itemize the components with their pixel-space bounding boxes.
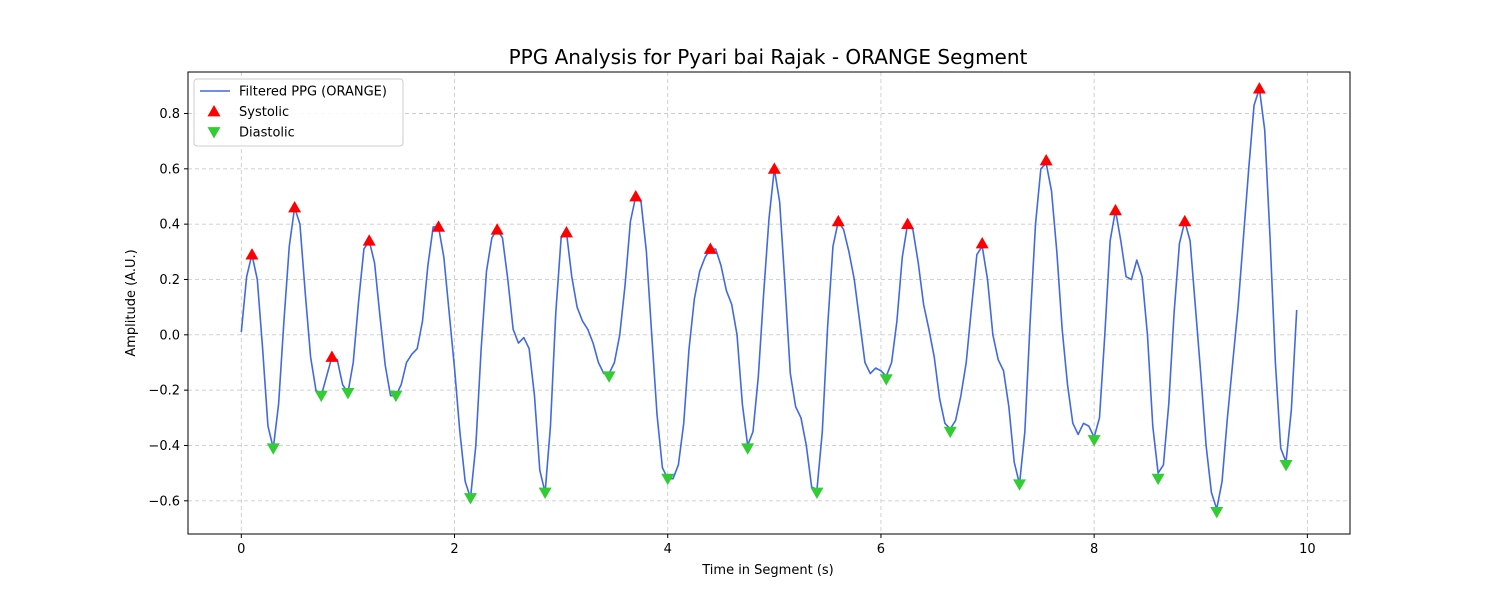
legend-entry-label: Filtered PPG (ORANGE) bbox=[239, 85, 387, 100]
diastolic-marker bbox=[1087, 435, 1101, 447]
diastolic-marker bbox=[661, 473, 675, 486]
legend-box bbox=[193, 78, 404, 147]
diastolic-marker bbox=[741, 443, 755, 455]
diastolic-marker bbox=[538, 487, 552, 500]
diastolic-marker bbox=[1210, 506, 1224, 519]
x-tick-label: 6 bbox=[877, 542, 885, 557]
y-tick-label: 0.4 bbox=[159, 218, 180, 233]
systolic-marker bbox=[362, 234, 376, 246]
diastolic-marker bbox=[602, 371, 616, 383]
y-tick-label: −0.2 bbox=[148, 384, 180, 399]
systolic-marker bbox=[559, 225, 573, 238]
systolic-marker bbox=[703, 242, 717, 254]
y-tick-label: 0.2 bbox=[159, 273, 180, 288]
systolic-marker bbox=[1178, 214, 1192, 227]
y-tick-label: 0.0 bbox=[159, 328, 180, 343]
diastolic-marker bbox=[1279, 459, 1293, 472]
x-tick-label: 0 bbox=[237, 542, 245, 557]
x-tick-label: 2 bbox=[450, 542, 458, 557]
systolic-marker bbox=[629, 189, 643, 202]
y-tick-label: 0.6 bbox=[159, 162, 180, 177]
axes: 0 2 4 6 8 10 −0.6 −0.4 −0.2 0.0 0.2 0.4 0.6 0.8 bbox=[148, 107, 1315, 557]
legend-systolic-swatch bbox=[207, 105, 221, 117]
diastolic-marker bbox=[314, 390, 328, 403]
y-tick-label: 0.8 bbox=[159, 107, 180, 122]
x-tick-label: 8 bbox=[1090, 542, 1098, 557]
chart-title: PPG Analysis for Pyari bai Rajak - ORANG… bbox=[509, 45, 1028, 69]
systolic-marker bbox=[901, 217, 915, 230]
systolic-marker bbox=[975, 237, 989, 249]
diastolic-marker bbox=[464, 493, 478, 505]
plot-area bbox=[240, 82, 1298, 519]
legend-diastolic-swatch bbox=[207, 127, 221, 139]
y-tick-label: −0.4 bbox=[148, 439, 180, 454]
systolic-marker bbox=[245, 248, 259, 260]
diastolic-marker bbox=[389, 390, 403, 403]
systolic-marker bbox=[325, 350, 339, 362]
y-axis-label: Amplitude (A.U.) bbox=[124, 249, 139, 356]
diastolic-marker bbox=[943, 426, 957, 439]
diastolic-marker bbox=[1013, 479, 1027, 491]
plot-frame bbox=[187, 71, 1351, 535]
systolic-marker bbox=[1108, 203, 1122, 216]
ppg-signal-line bbox=[240, 87, 1298, 510]
systolic-marker bbox=[432, 220, 446, 232]
diastolic-marker bbox=[1151, 473, 1165, 486]
grid bbox=[188, 72, 1350, 534]
systolic-marker bbox=[831, 214, 845, 227]
systolic-marker bbox=[288, 201, 302, 213]
diastolic-marker bbox=[266, 443, 280, 455]
systolic-marker bbox=[767, 162, 781, 174]
y-tick-label: −0.6 bbox=[148, 494, 180, 509]
systolic-marker bbox=[1039, 154, 1053, 166]
diastolic-marker bbox=[810, 487, 824, 500]
legend-entry-label: Systolic bbox=[239, 105, 289, 120]
x-tick-label: 4 bbox=[664, 542, 672, 557]
diastolic-marker bbox=[341, 388, 355, 400]
legend: Filtered PPG (ORANGE) Systolic Diastolic bbox=[193, 78, 404, 147]
x-tick-label: 10 bbox=[1299, 542, 1316, 557]
diastolic-marker bbox=[879, 374, 893, 386]
legend-entry-label: Diastolic bbox=[239, 126, 295, 141]
x-axis-label: Time in Segment (s) bbox=[701, 563, 833, 578]
systolic-marker bbox=[490, 223, 504, 235]
systolic-marker bbox=[1252, 82, 1266, 94]
